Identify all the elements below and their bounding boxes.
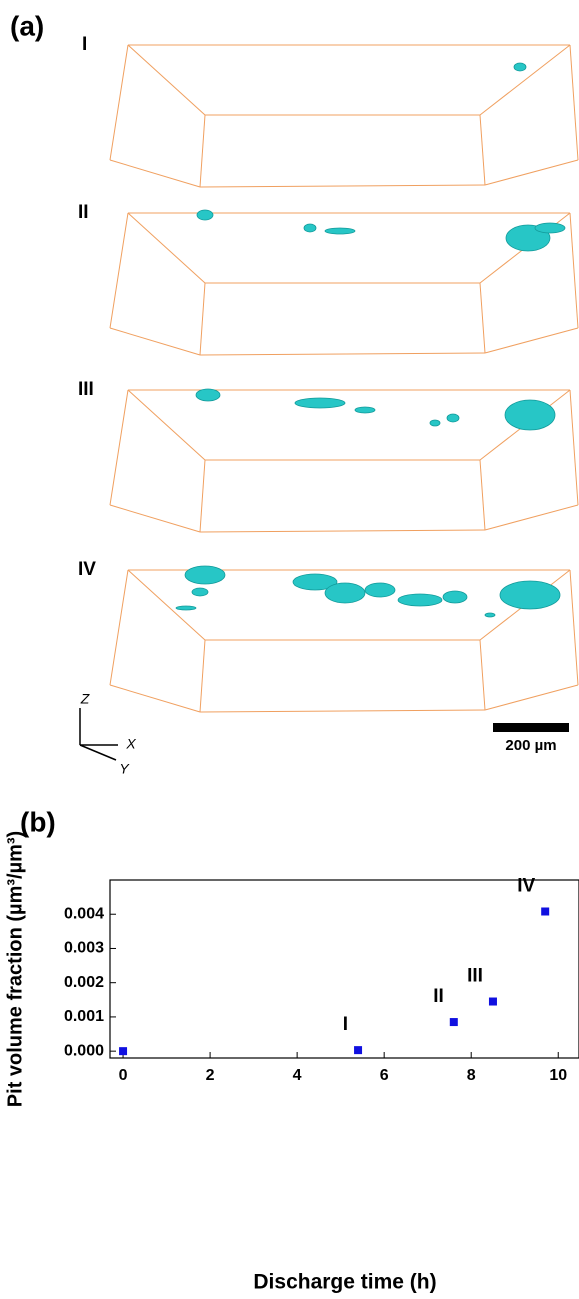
point xyxy=(354,1046,363,1055)
pit xyxy=(364,582,396,598)
stage-label: IV xyxy=(78,559,96,580)
stage-label: III xyxy=(78,379,94,400)
pit xyxy=(534,222,566,234)
axis-name: X xyxy=(125,736,136,752)
point-label: III xyxy=(467,966,483,987)
box-edge xyxy=(479,459,486,531)
pit xyxy=(175,605,197,611)
pit xyxy=(397,593,443,607)
box-edge xyxy=(484,159,579,186)
y-tick-label: 0.004 xyxy=(64,905,104,922)
box-edge xyxy=(479,114,486,186)
pit xyxy=(354,406,376,414)
pit xyxy=(292,573,338,591)
box-edge xyxy=(127,569,206,641)
pit xyxy=(191,587,209,597)
stage-label: I xyxy=(82,34,87,55)
y-tick-label: 0.003 xyxy=(64,940,104,957)
plot-frame xyxy=(109,879,579,1059)
x-tick-label: 0 xyxy=(119,1067,128,1084)
box-edge xyxy=(109,389,129,506)
axis-name: Y xyxy=(119,761,130,777)
pit xyxy=(324,227,356,235)
box-edge xyxy=(569,569,579,686)
box-edge xyxy=(484,327,579,354)
box-edge xyxy=(127,389,206,461)
box-edge xyxy=(109,569,129,686)
box-edge xyxy=(109,327,201,356)
pit xyxy=(429,419,441,427)
box-edge xyxy=(199,529,486,533)
box-edge xyxy=(199,114,206,188)
point xyxy=(449,1018,458,1027)
x-tick-label: 6 xyxy=(380,1067,389,1084)
point-label: II xyxy=(433,986,444,1007)
box-edge xyxy=(109,684,201,713)
scale-bar xyxy=(493,723,569,732)
scale-label: 200 µm xyxy=(505,737,556,754)
box-edge xyxy=(199,709,486,713)
pit xyxy=(184,565,226,585)
pit xyxy=(484,612,496,618)
point xyxy=(541,907,550,916)
y-tick-label: 0.001 xyxy=(64,1008,104,1025)
pit xyxy=(504,399,556,431)
pit xyxy=(324,582,366,604)
point-label: I xyxy=(343,1014,348,1035)
pit xyxy=(196,209,214,221)
box-edge xyxy=(569,44,579,161)
box-edge xyxy=(484,684,579,711)
pit xyxy=(513,62,527,72)
box-edge xyxy=(109,44,129,161)
box-edge xyxy=(199,282,206,356)
x-tick-label: 2 xyxy=(206,1067,215,1084)
box-edge xyxy=(127,44,206,116)
box-edge xyxy=(569,389,579,506)
axis-name: Z xyxy=(80,691,90,707)
box-edge xyxy=(109,212,129,329)
box-edge xyxy=(199,639,206,713)
y-tick-label: 0.000 xyxy=(64,1042,104,1059)
box-edge xyxy=(569,212,579,329)
pit xyxy=(442,590,468,604)
box-edge xyxy=(484,504,579,531)
y-tick-label: 0.002 xyxy=(64,974,104,991)
box-edge xyxy=(479,282,486,354)
box-edge xyxy=(199,352,486,356)
point xyxy=(119,1047,128,1056)
pit xyxy=(195,388,221,402)
pit xyxy=(446,413,460,423)
pit xyxy=(294,397,346,409)
panel-label: (b) xyxy=(20,806,56,837)
panel-label: (a) xyxy=(10,10,44,41)
box-edge xyxy=(479,639,486,711)
box-edge xyxy=(109,159,201,188)
pit xyxy=(499,580,561,610)
x-tick-label: 8 xyxy=(467,1067,476,1084)
axis-arrow xyxy=(79,744,117,761)
pit xyxy=(303,223,317,233)
x-axis-label: Discharge time (h) xyxy=(253,1271,436,1294)
point xyxy=(488,997,497,1006)
box-edge xyxy=(127,212,206,284)
point-label: IV xyxy=(517,876,535,897)
box-edge xyxy=(109,504,201,533)
stage-label: II xyxy=(78,202,89,223)
y-axis-label: Pit volume fraction (µm³/µm³) xyxy=(4,831,26,1107)
box-edge xyxy=(199,184,486,188)
x-tick-label: 10 xyxy=(549,1067,567,1084)
box-edge xyxy=(199,459,206,533)
box-edge xyxy=(479,44,571,116)
x-tick-label: 4 xyxy=(293,1067,302,1084)
